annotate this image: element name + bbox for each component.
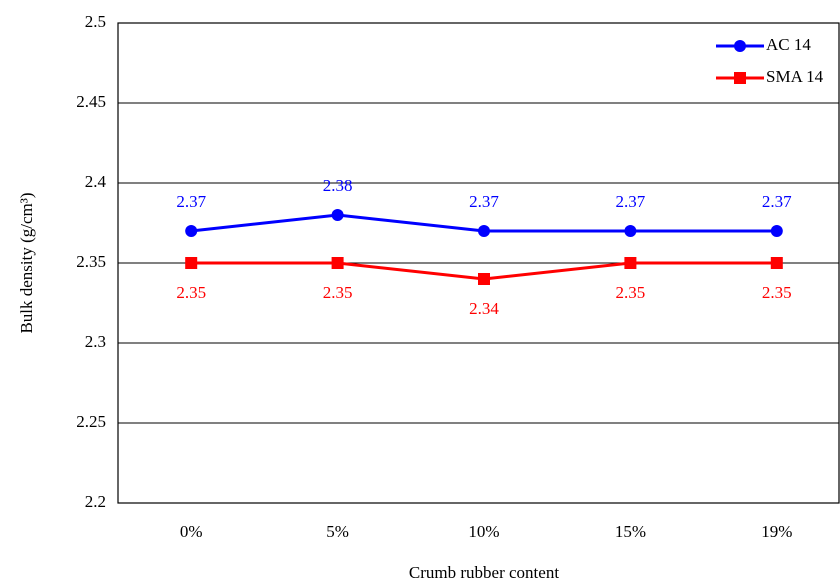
x-tick-label: 19% [761, 522, 792, 541]
x-tick-label: 0% [180, 522, 203, 541]
data-label: 2.37 [616, 192, 646, 211]
x-tick-label: 15% [615, 522, 646, 541]
x-tick-label: 5% [326, 522, 349, 541]
y-tick-label: 2.3 [85, 332, 106, 351]
data-point [478, 225, 490, 237]
legend-label: AC 14 [766, 35, 811, 54]
data-label: 2.37 [762, 192, 792, 211]
data-point [624, 225, 637, 237]
y-tick-label: 2.45 [76, 92, 106, 111]
y-tick-label: 2.35 [76, 252, 106, 271]
data-point [770, 225, 783, 237]
data-label: 2.35 [616, 283, 646, 302]
data-label: 2.37 [176, 192, 206, 211]
data-point [331, 257, 344, 269]
data-point [331, 209, 344, 221]
data-point [185, 257, 198, 269]
data-label: 2.34 [469, 299, 499, 318]
y-tick-label: 2.5 [85, 12, 106, 31]
data-point [185, 225, 198, 237]
x-tick-label: 10% [468, 522, 499, 541]
legend-marker [734, 72, 746, 84]
data-label: 2.38 [323, 176, 353, 195]
data-label: 2.35 [176, 283, 206, 302]
data-point [478, 273, 490, 285]
legend-marker [734, 40, 746, 52]
y-tick-label: 2.2 [85, 492, 106, 511]
y-tick-label: 2.25 [76, 412, 106, 431]
data-label: 2.37 [469, 192, 499, 211]
legend-label: SMA 14 [766, 67, 824, 86]
data-label: 2.35 [762, 283, 792, 302]
data-label: 2.35 [323, 283, 353, 302]
x-axis-title: Crumb rubber content [409, 563, 559, 582]
data-point [624, 257, 637, 269]
y-tick-label: 2.4 [85, 172, 107, 191]
y-axis-title: Bulk density (g/cm³) [17, 192, 36, 333]
data-point [770, 257, 783, 269]
plot-border [117, 22, 840, 504]
